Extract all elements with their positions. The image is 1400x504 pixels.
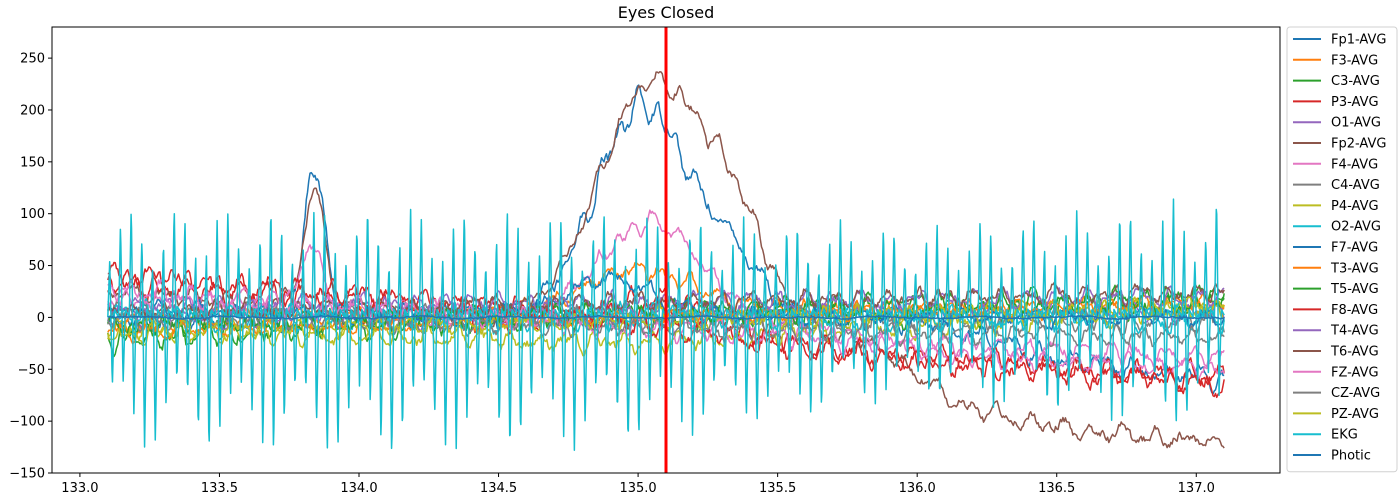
y-tick-label: 200 bbox=[20, 103, 45, 118]
y-tick-label: 150 bbox=[20, 155, 45, 170]
legend-label: F7-AVG bbox=[1331, 241, 1378, 256]
legend-label: Fp2-AVG bbox=[1331, 137, 1386, 152]
legend-label: Photic bbox=[1331, 449, 1371, 464]
legend-label: T4-AVG bbox=[1330, 324, 1379, 339]
x-tick-label: 135.0 bbox=[619, 481, 656, 496]
legend-label: PZ-AVG bbox=[1331, 407, 1379, 422]
legend-box bbox=[1286, 26, 1398, 473]
x-tick-label: 136.5 bbox=[1038, 481, 1075, 496]
legend-label: P3-AVG bbox=[1331, 95, 1379, 110]
legend-label: T5-AVG bbox=[1330, 282, 1379, 297]
x-tick-label: 135.5 bbox=[759, 481, 796, 496]
legend-label: T3-AVG bbox=[1330, 261, 1379, 276]
legend-label: C3-AVG bbox=[1331, 74, 1380, 89]
legend-label: O2-AVG bbox=[1331, 220, 1381, 235]
x-tick-label: 133.0 bbox=[61, 481, 98, 496]
legend-label: Fp1-AVG bbox=[1331, 33, 1386, 48]
legend-label: F4-AVG bbox=[1331, 157, 1378, 172]
x-tick-label: 134.5 bbox=[480, 481, 517, 496]
y-axis: −150 −100 −50 0 50 100 150 200 250 bbox=[9, 52, 52, 482]
x-tick-label: 136.0 bbox=[899, 481, 936, 496]
y-tick-label: 0 bbox=[37, 311, 45, 326]
x-tick-label: 134.0 bbox=[340, 481, 377, 496]
legend-label: CZ-AVG bbox=[1331, 386, 1380, 401]
plot-frame bbox=[51, 26, 1281, 474]
y-tick-label: −100 bbox=[9, 415, 45, 430]
legend-label: FZ-AVG bbox=[1331, 365, 1379, 380]
x-axis: 133.0 133.5 134.0 134.5 135.0 135.5 136.0 136.5… bbox=[61, 473, 1215, 496]
legend-label: P4-AVG bbox=[1331, 199, 1379, 214]
legend-label: O1-AVG bbox=[1331, 116, 1381, 131]
x-tick-label: 137.0 bbox=[1178, 481, 1215, 496]
legend-label: EKG bbox=[1331, 428, 1358, 443]
y-tick-label: −50 bbox=[18, 363, 45, 378]
legend-label: F3-AVG bbox=[1331, 53, 1378, 68]
y-tick-label: 250 bbox=[20, 52, 45, 67]
y-tick-label: 50 bbox=[28, 259, 45, 274]
legend-label: F8-AVG bbox=[1331, 303, 1378, 318]
legend-label: C4-AVG bbox=[1331, 178, 1380, 193]
chart-title: Eyes Closed bbox=[618, 3, 715, 22]
legend: Fp1-AVG F3-AVG C3-AVG P3-AVG O1-AVG Fp2-AVG F4… bbox=[1286, 26, 1398, 473]
x-tick-label: 133.5 bbox=[201, 481, 238, 496]
y-tick-label: −150 bbox=[9, 467, 45, 482]
y-tick-label: 100 bbox=[20, 207, 45, 222]
legend-label: T6-AVG bbox=[1330, 345, 1379, 360]
